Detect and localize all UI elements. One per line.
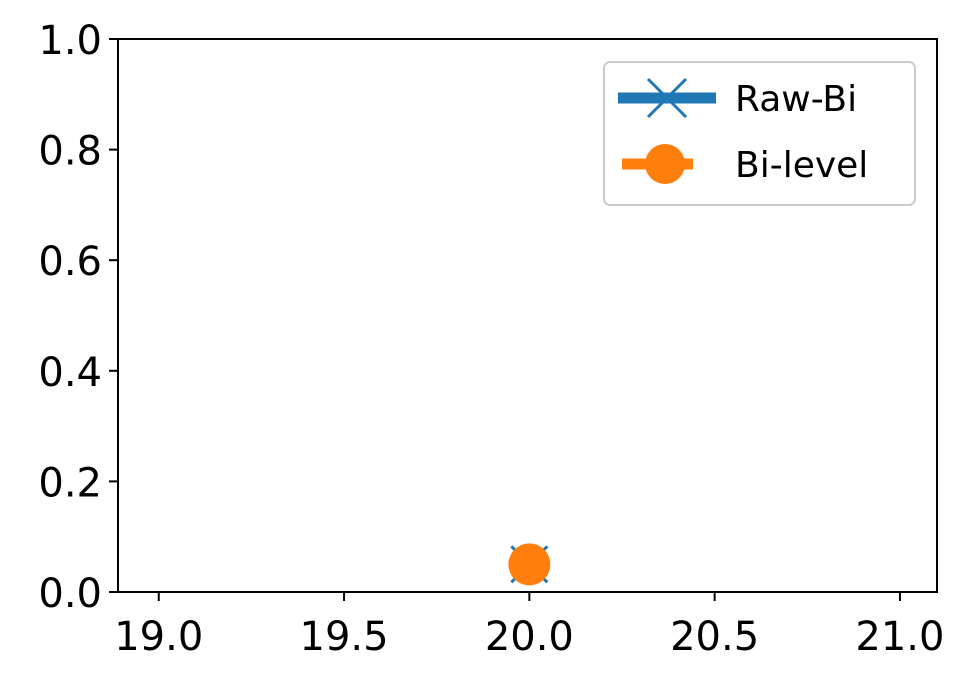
y-tick-label: 0.2: [38, 460, 102, 506]
y-tick-label: 0.8: [38, 129, 102, 175]
legend-entry-bi-level: Bi-level: [622, 144, 868, 186]
ticks-layer: 19.0 19.5 20.0 20.5 21.0 0.0 0.2 0.4 0.6 0.8 1.0: [38, 18, 944, 660]
legend: Raw-Bi Bi-level: [603, 61, 916, 206]
x-tick-label: 19.5: [300, 614, 389, 660]
x-tick-label: 20.5: [670, 614, 759, 660]
legend-marker-bi-level: [645, 144, 685, 184]
legend-label-bi-level: Bi-level: [735, 145, 868, 186]
legend-marker-raw-bi: [646, 77, 688, 119]
plot-frame: [117, 38, 938, 593]
y-tick-label: 0.6: [38, 239, 102, 285]
legend-x-glyph: [646, 77, 688, 119]
x-tick-label: 21.0: [855, 614, 944, 660]
series-layer: [508, 543, 551, 586]
y-tick-label: 1.0: [38, 18, 102, 64]
legend-label-raw-bi: Raw-Bi: [735, 79, 857, 120]
x-tick-label: 19.0: [114, 614, 203, 660]
data-point-bi-level: [508, 543, 551, 586]
y-tick-label: 0.4: [38, 350, 102, 396]
y-tick-label: 0.0: [38, 571, 102, 617]
legend-entry-raw-bi: Raw-Bi: [618, 77, 857, 120]
x-tick-label: 20.0: [485, 614, 574, 660]
